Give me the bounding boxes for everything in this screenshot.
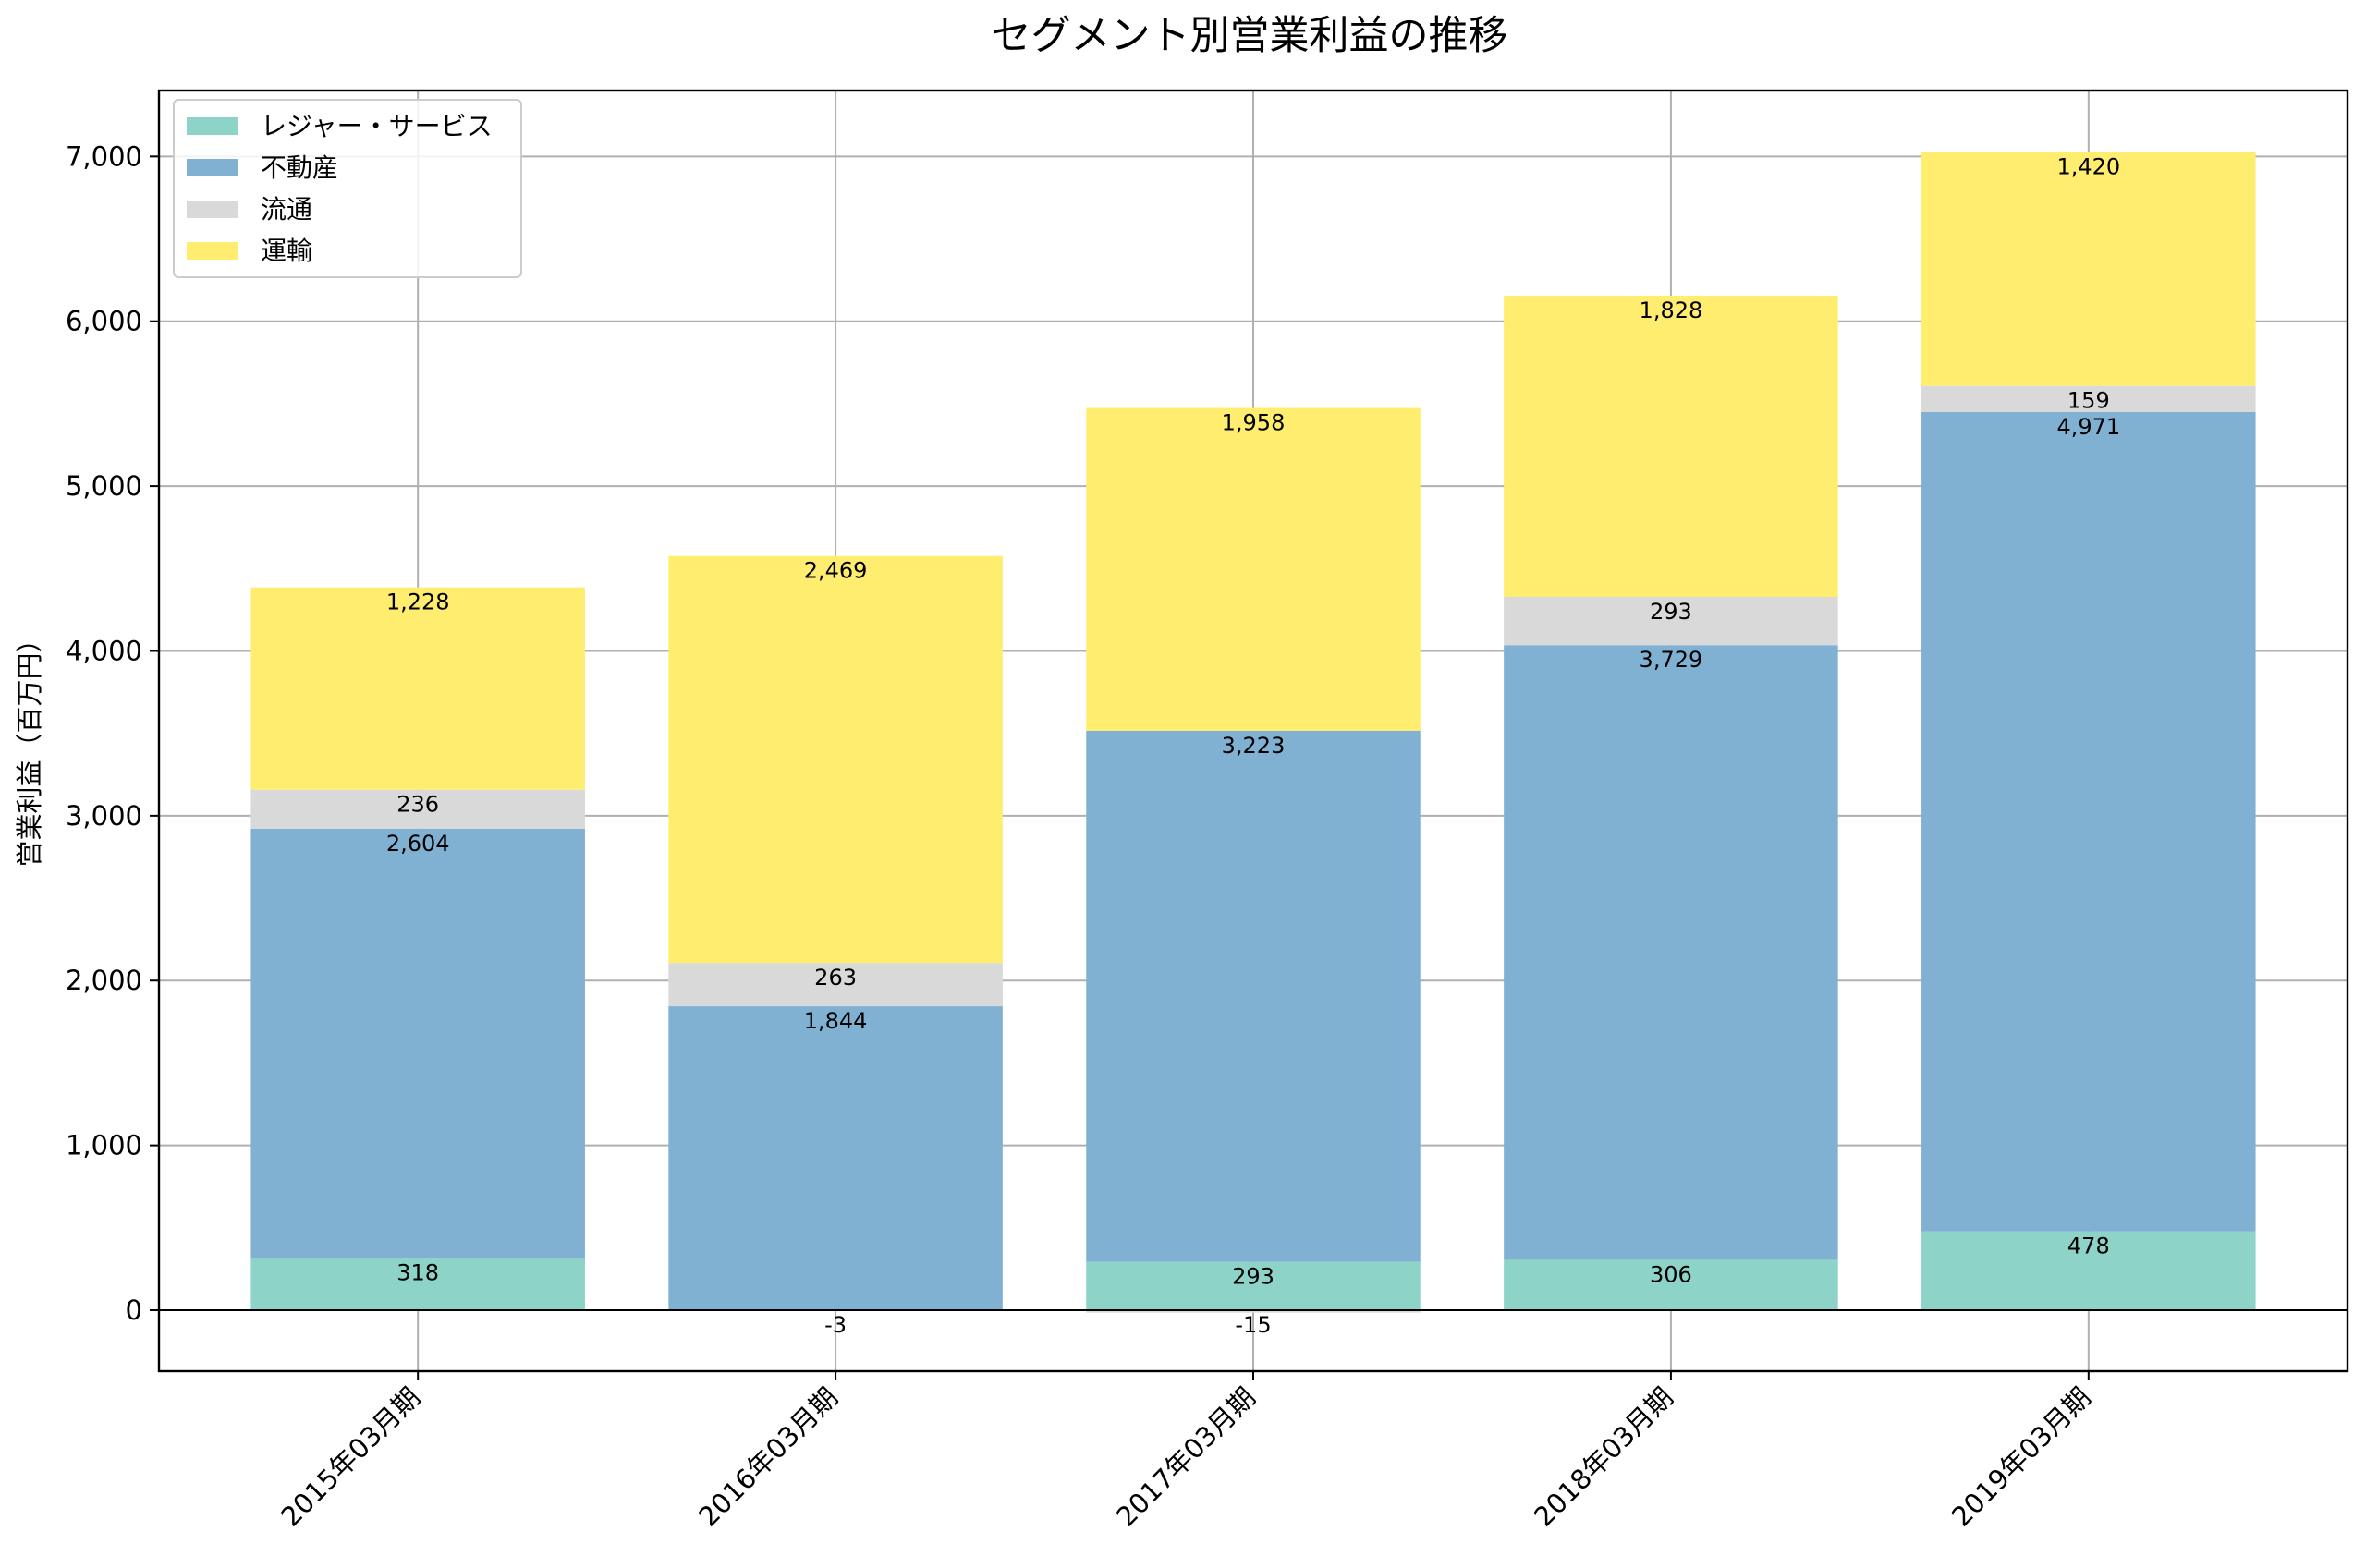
value-label: 4,971	[2056, 414, 2120, 440]
value-label: 318	[396, 1259, 439, 1285]
value-label: 293	[1232, 1264, 1274, 1290]
bar-2-1	[250, 828, 585, 1258]
value-label: 306	[1650, 1261, 1692, 1287]
y-tick-label: 6,000	[66, 306, 142, 337]
bar-3-3	[1086, 1310, 1421, 1313]
legend-label: 運輸	[261, 236, 312, 266]
legend-swatch	[187, 159, 238, 176]
bar-4-1	[250, 587, 585, 790]
bar-2-4	[1504, 645, 1838, 1260]
y-tick-label: 7,000	[66, 140, 142, 172]
legend-swatch	[187, 201, 238, 218]
legend-swatch	[187, 242, 238, 260]
value-label: 3,729	[1640, 647, 1703, 673]
y-axis-label: 営業利益（百万円）	[14, 626, 45, 867]
y-tick-label: 0	[126, 1295, 142, 1326]
bar-2-3	[1086, 730, 1421, 1262]
x-tick-label: 2019年03月期	[1945, 1381, 2097, 1533]
x-tick-label: 2016年03月期	[692, 1381, 844, 1533]
value-label: 1,228	[386, 590, 450, 615]
value-label: 1,958	[1222, 410, 1286, 436]
y-tick-label: 5,000	[66, 470, 142, 502]
value-label: 263	[814, 965, 857, 991]
bar-3-2	[668, 963, 1003, 1007]
value-label: -15	[1235, 1312, 1271, 1338]
legend-box	[173, 99, 522, 278]
legend-label: レジャー・サービス	[261, 111, 493, 141]
value-label: 236	[396, 792, 439, 818]
value-labels: 318 -3 293 306 478 2,604 1,844 3,223 3,729 4,971 2…	[386, 153, 2120, 1338]
value-label: 1,420	[2056, 153, 2120, 179]
y-tick-label: 4,000	[66, 635, 142, 666]
bar-1-4	[1504, 1259, 1838, 1310]
value-label: 293	[1650, 599, 1692, 625]
value-label: 2,469	[804, 558, 868, 584]
legend-label: 不動産	[261, 152, 338, 183]
bar-1-1	[250, 1258, 585, 1310]
x-tick-label: 2018年03月期	[1528, 1381, 1679, 1533]
value-label: 159	[2067, 388, 2110, 414]
value-label: 3,223	[1222, 733, 1286, 759]
bar-4-2	[668, 555, 1003, 964]
y-tick-label: 2,000	[66, 965, 142, 996]
bar-2-2	[668, 1006, 1003, 1310]
y-tick-label: 3,000	[66, 800, 142, 832]
x-tick-label: 2017年03月期	[1110, 1381, 1262, 1533]
bar-3-1	[250, 789, 585, 829]
bar-3-4	[1504, 596, 1838, 646]
value-label: 1,844	[804, 1008, 868, 1034]
x-tick-label: 2015年03月期	[274, 1381, 426, 1533]
bar-3-5	[1921, 385, 2256, 413]
value-label: 478	[2067, 1234, 2110, 1259]
bar-1-5	[1921, 1231, 2256, 1310]
y-tick-label: 1,000	[66, 1130, 142, 1161]
bars	[250, 152, 2256, 1313]
value-label: 1,828	[1640, 298, 1703, 323]
bar-2-5	[1921, 412, 2256, 1232]
legend-swatch	[187, 117, 238, 135]
bar-4-3	[1086, 407, 1421, 731]
bar-1-3	[1086, 1261, 1421, 1310]
value-label: -3	[824, 1312, 847, 1338]
value-label: 2,604	[386, 831, 450, 857]
legend-label: 流通	[261, 194, 312, 225]
chart-title: セグメント別営業利益の推移	[992, 13, 1508, 59]
bar-4-5	[1921, 152, 2256, 386]
bar-4-4	[1504, 295, 1838, 597]
